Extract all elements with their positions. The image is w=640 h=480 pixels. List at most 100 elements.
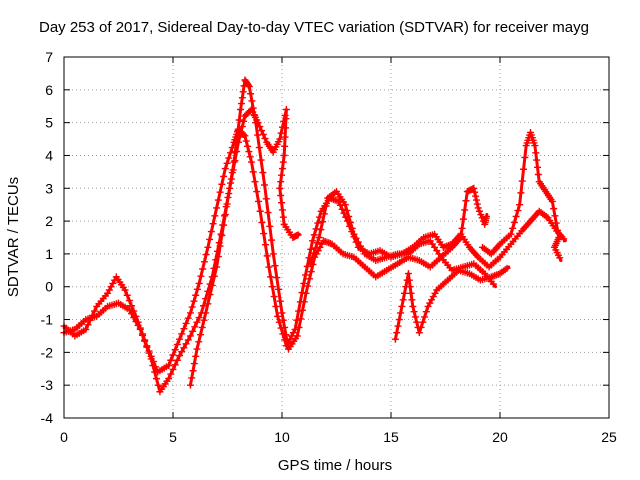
series-marker xyxy=(184,314,192,322)
series-marker xyxy=(272,302,280,310)
series-marker xyxy=(277,178,285,186)
series-marker xyxy=(233,137,241,145)
series-marker xyxy=(248,97,256,105)
y-tick-label: 3 xyxy=(45,180,53,196)
series-marker xyxy=(241,132,249,140)
series-marker xyxy=(176,335,184,343)
series-marker xyxy=(261,134,269,142)
series-marker xyxy=(477,211,485,219)
series-marker xyxy=(280,151,288,159)
x-tick-label: 20 xyxy=(492,429,508,445)
series-marker xyxy=(534,170,542,178)
series-marker xyxy=(282,331,290,339)
series-marker xyxy=(306,260,314,268)
series-marker xyxy=(216,188,224,196)
series-marker xyxy=(143,343,151,351)
series-marker xyxy=(249,168,257,176)
series-marker xyxy=(130,314,138,322)
series-marker xyxy=(197,272,205,280)
series-marker xyxy=(279,316,287,324)
series-marker xyxy=(314,219,322,227)
series-marker xyxy=(128,310,136,318)
series-marker xyxy=(223,159,231,167)
series-marker xyxy=(517,189,525,197)
series-marker xyxy=(206,235,214,243)
series-marker xyxy=(207,228,215,236)
series-marker xyxy=(123,291,131,299)
series-marker xyxy=(352,234,360,242)
series-marker xyxy=(258,127,266,135)
series-marker xyxy=(410,308,418,316)
series-marker xyxy=(320,210,328,218)
series-marker xyxy=(192,291,200,299)
series-marker xyxy=(399,296,407,304)
series-marker xyxy=(253,188,261,196)
series-marker xyxy=(270,293,278,301)
series-marker xyxy=(262,195,270,203)
series-marker xyxy=(213,204,221,212)
series-marker xyxy=(218,232,226,240)
series-marker xyxy=(202,309,210,317)
series-marker xyxy=(171,346,179,354)
series-marker xyxy=(165,361,173,369)
series-marker xyxy=(209,220,217,228)
series-marker xyxy=(421,313,429,321)
grid-lines xyxy=(64,57,609,418)
series-marker xyxy=(459,215,467,223)
series-marker xyxy=(190,297,198,305)
series-marker xyxy=(518,177,526,185)
y-tick-label: 5 xyxy=(45,115,53,131)
series-marker xyxy=(244,142,252,150)
series-marker xyxy=(188,303,196,311)
series-marker xyxy=(240,117,248,125)
series-marker xyxy=(295,323,303,331)
series-marker xyxy=(182,319,190,327)
series-marker xyxy=(246,153,254,161)
series-marker xyxy=(395,316,403,324)
series-marker xyxy=(476,207,484,215)
series-marker xyxy=(415,329,423,337)
series-marker xyxy=(348,224,356,232)
series-marker xyxy=(474,204,482,212)
y-tick-label: 7 xyxy=(45,49,53,65)
series-marker xyxy=(279,213,287,221)
series-marker xyxy=(182,340,190,348)
series-marker xyxy=(237,106,245,114)
x-tick-label: 5 xyxy=(169,429,177,445)
y-tick-label: -4 xyxy=(41,410,54,426)
series-marker xyxy=(264,209,272,217)
series-marker xyxy=(533,163,541,171)
series-marker xyxy=(315,213,323,221)
series-marker xyxy=(239,88,247,96)
y-tick-label: 6 xyxy=(45,82,53,98)
series-marker xyxy=(556,254,564,262)
series-marker xyxy=(313,239,321,247)
series-marker xyxy=(281,133,289,141)
series-marker xyxy=(302,271,310,279)
series-marker xyxy=(247,90,255,98)
series-marker xyxy=(279,158,287,166)
series-marker xyxy=(125,297,133,305)
series-marker xyxy=(173,356,181,364)
series-marker xyxy=(411,313,419,321)
series-marker xyxy=(346,218,354,226)
series-marker xyxy=(230,158,238,166)
series-marker xyxy=(552,219,560,227)
series-marker xyxy=(136,325,144,333)
series-marker xyxy=(249,104,257,112)
series-marker xyxy=(345,212,353,220)
series-marker xyxy=(198,323,206,331)
series-marker xyxy=(235,116,243,124)
series-marker xyxy=(407,289,415,297)
series-marker xyxy=(149,361,157,369)
series-marker xyxy=(391,335,399,343)
series-marker xyxy=(398,302,406,310)
series-marker xyxy=(190,360,198,368)
x-tick-label: 15 xyxy=(383,429,399,445)
series-marker xyxy=(405,276,413,284)
series-marker xyxy=(220,221,228,229)
series-marker xyxy=(238,94,246,102)
series-marker xyxy=(189,367,197,375)
series-marker xyxy=(282,115,290,123)
